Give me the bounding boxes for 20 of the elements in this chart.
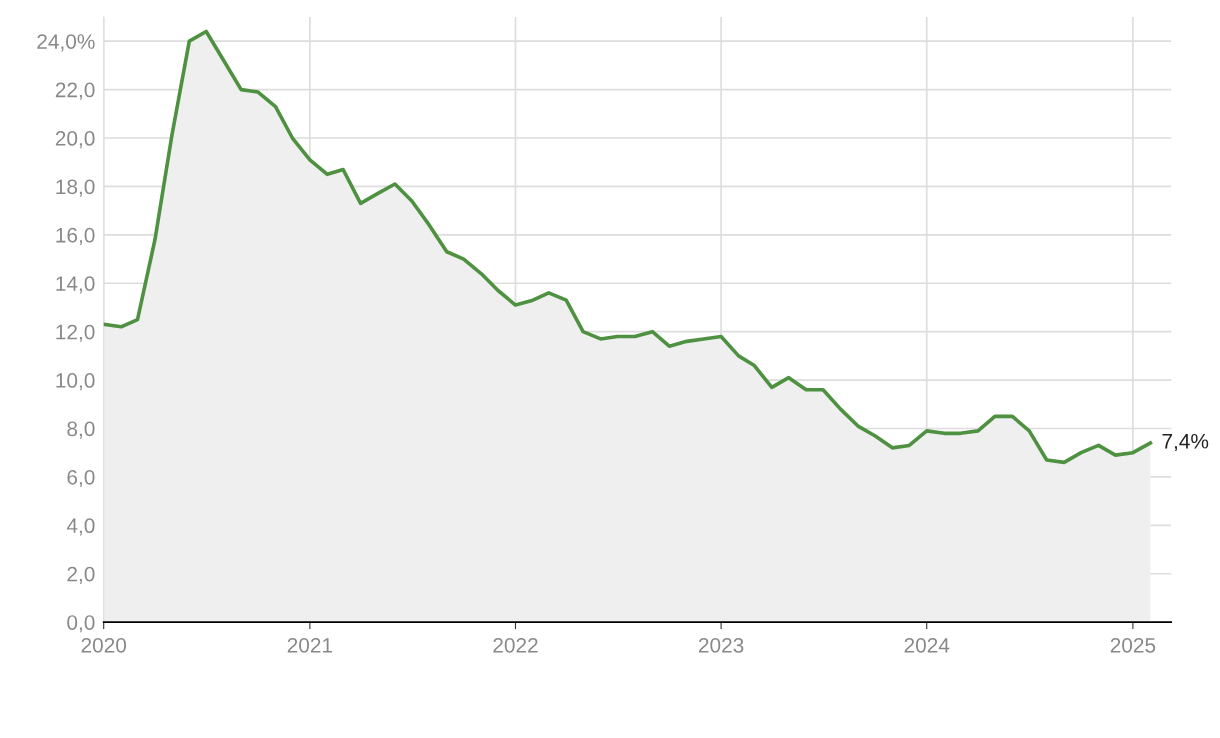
x-tick-label: 2023 [698, 637, 744, 653]
y-tick-label: 4,0 [66, 518, 95, 536]
y-tick-label: 14,0 [56, 276, 95, 294]
y-tick-label: 0,0 [67, 615, 95, 633]
y-tick-label: 6,0 [67, 469, 95, 488]
annotation: 7,4% [1162, 433, 1209, 452]
x-tick-label: 2022 [493, 637, 538, 653]
y-tick-label: 8,0 [67, 421, 95, 439]
y-tick-label: 22,0 [55, 82, 95, 100]
y-tick-label: 12,0 [56, 324, 95, 342]
x-tick-label: 2024 [904, 637, 950, 653]
y-tick-label: 16,0 [56, 227, 95, 246]
x-tick-label: 2021 [287, 637, 333, 653]
y-tick-label: 18,0 [56, 179, 95, 197]
x-tick-label: 2020 [81, 637, 127, 653]
x-tick-label: 2025 [1110, 637, 1156, 653]
y-tick-label: 24,0% [37, 34, 95, 52]
y-tick-label: 20,0 [55, 131, 95, 149]
y-tick-label: 10,0 [56, 373, 95, 391]
y-tick-label: 2,0 [67, 566, 95, 584]
